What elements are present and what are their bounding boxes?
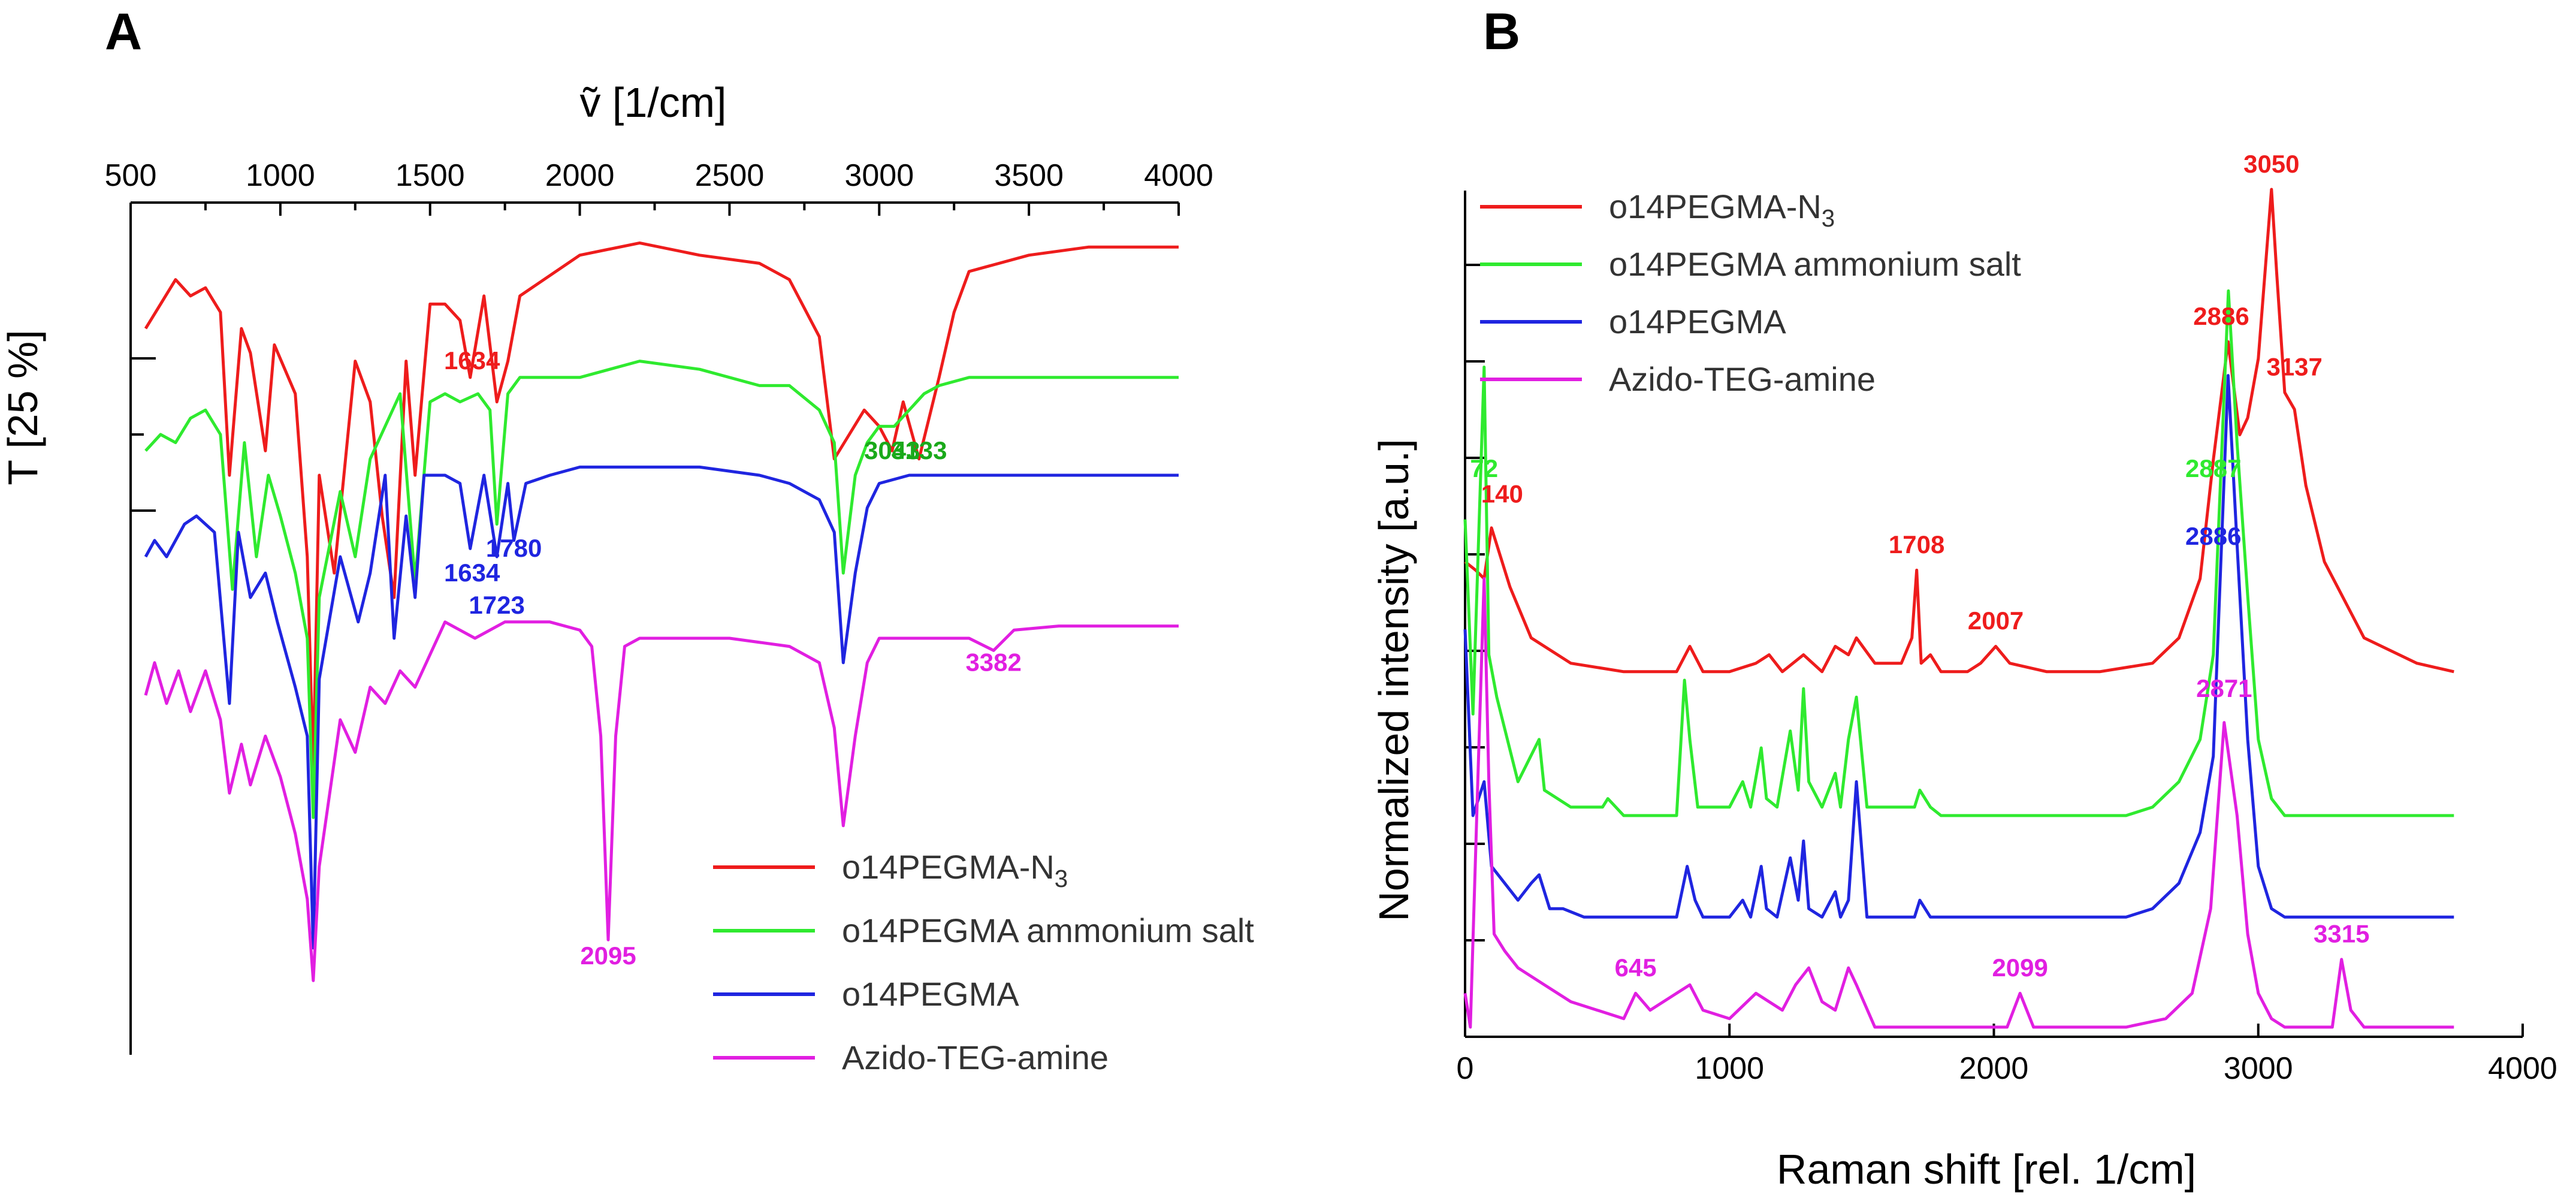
panel-b-x-tick-label: 2000	[1959, 1051, 2029, 1086]
panel-b-peak-label: 645	[1615, 953, 1657, 982]
panel-a-y-axis-title: T [25 %]	[0, 330, 46, 485]
panel-a-x-tick-label: 2000	[545, 158, 615, 193]
panel-a-legend-label: Azido-TEG-amine	[842, 1039, 1109, 1076]
panel-b-legend-label: o14PEGMA-N3	[1609, 188, 1835, 232]
panel-a-peak-label: 1780	[486, 534, 542, 562]
panel-a-peak-label: 1634	[444, 559, 500, 587]
panel-b-legend: o14PEGMA-N3 o14PEGMA ammonium salt o14PEGM…	[1480, 188, 2021, 398]
panel-a-legend-label: o14PEGMA-N3	[842, 848, 1068, 892]
panel-a-legend-label: o14PEGMA	[842, 975, 1019, 1013]
panel-b-trace-1	[1463, 289, 2454, 817]
panel-b: B Raman shift [rel. 1/cm] Normalized int…	[1370, 3, 2557, 1193]
panel-b-peak-label: 2099	[1992, 953, 2047, 982]
panel-a-trace-1	[144, 360, 1179, 819]
panel-b-trace-2	[1463, 374, 2454, 919]
panel-b-legend-label: o14PEGMA ammonium salt	[1609, 245, 2021, 283]
panel-b-trace-0	[1464, 188, 2454, 674]
panel-a-x-axis-title: ṽ [1/cm]	[579, 79, 726, 126]
panel-b-peak-label: 1708	[1889, 530, 1944, 559]
panel-a-letter: A	[105, 3, 142, 61]
panel-a-trace-0	[144, 241, 1179, 771]
panel-b-x-tick-label: 4000	[2488, 1051, 2557, 1086]
panel-b-peak-label: 140	[1481, 479, 1523, 508]
panel-b-x-axis-title: Raman shift [rel. 1/cm]	[1777, 1146, 2196, 1193]
panel-b-legend-label: Azido-TEG-amine	[1609, 360, 1876, 398]
panel-a-x-tick-label: 3500	[994, 158, 1064, 193]
panel-b-trace-3	[1463, 577, 2454, 1029]
panel-b-peak-label: 2886	[2193, 302, 2249, 330]
panel-a-trace-2	[144, 465, 1179, 950]
panel-b-peak-label: 2007	[1968, 606, 2024, 635]
panel-b-legend-label: o14PEGMA	[1609, 303, 1786, 340]
panel-a-trace-3	[144, 620, 1179, 982]
panel-a-x-tick-label: 4000	[1144, 158, 1213, 193]
panel-b-letter: B	[1483, 3, 1520, 61]
panel-a-x-tick-label: 1500	[395, 158, 465, 193]
panel-a-peak-label: 3043	[864, 436, 920, 464]
panel-a-x-tick-label: 2500	[695, 158, 765, 193]
panel-b-peak-label: 2887	[2185, 454, 2241, 482]
panel-b-peak-label: 2871	[2196, 674, 2252, 702]
panel-b-peak-label: 2886	[2185, 522, 2241, 550]
panel-b-peak-label: 3315	[2314, 920, 2369, 948]
panel-a-peak-label: 1634	[444, 346, 500, 375]
panel-b-x-tick-label: 1000	[1695, 1051, 1764, 1086]
panel-a-peak-label: 3382	[965, 648, 1021, 676]
panel-a-x-tick-label: 1000	[246, 158, 315, 193]
panel-a-peak-label: 3133	[891, 436, 947, 464]
panel-b-peak-label: 3050	[2243, 150, 2299, 178]
panel-a-peak-label: 1723	[469, 591, 524, 619]
panel-a: A ṽ [1/cm] T [25 %] 500 1000 1500 2000 2500 3…	[0, 3, 1254, 1076]
panel-a-legend-label: o14PEGMA ammonium salt	[842, 912, 1254, 949]
panel-a-legend: o14PEGMA-N3 o14PEGMA ammonium salt o14PEGM…	[713, 848, 1254, 1076]
panel-b-x-tick-label: 0	[1457, 1051, 1474, 1086]
panel-b-peak-label: 72	[1470, 454, 1498, 482]
panel-a-x-tick-label: 3000	[844, 158, 914, 193]
panel-b-x-tick-label: 3000	[2224, 1051, 2293, 1086]
panel-a-x-tick-label: 500	[105, 158, 157, 193]
panel-a-peak-label: 2095	[580, 941, 636, 970]
panel-b-peak-label: 3137	[2266, 353, 2322, 381]
panel-b-y-axis-title: Normalized intensity [a.u.]	[1370, 439, 1417, 921]
